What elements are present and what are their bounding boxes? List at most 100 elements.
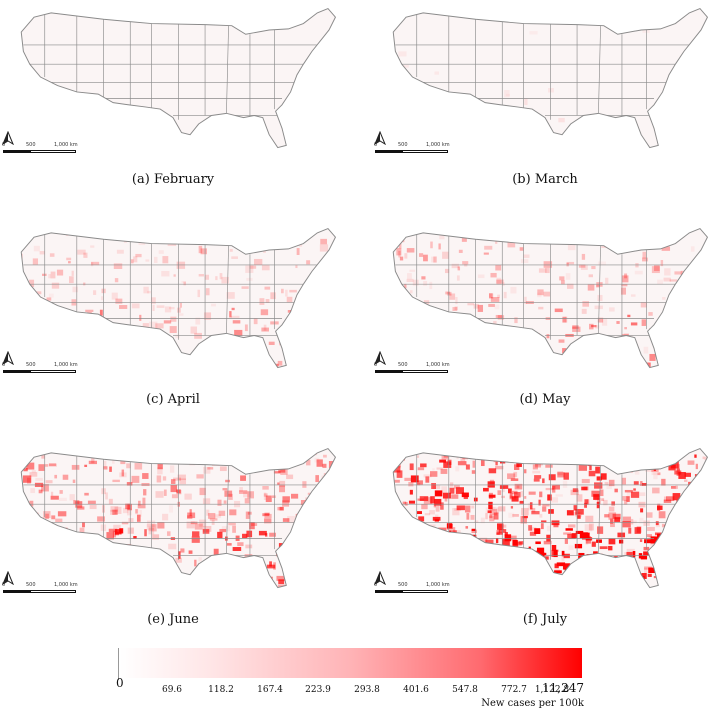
county-cell [687,460,695,465]
county-cell [643,239,649,246]
county-cell [635,263,639,268]
county-cell [415,575,424,579]
county-cell [102,582,107,588]
county-cell [608,538,616,545]
county-cell [608,479,615,487]
county-cell [47,570,55,578]
county-cell [329,314,332,318]
county-cell [167,531,171,536]
county-cell [430,471,438,477]
county-cell [112,509,118,515]
county-cell [295,265,298,269]
county-cell [120,364,124,368]
county-cell [314,517,321,522]
county-cell [603,499,608,506]
county-cell [150,584,154,588]
county-cell [616,321,620,324]
county-cell [108,498,113,505]
county-cell [427,341,433,348]
legend-zero-tick [118,648,119,680]
county-cell [106,532,115,540]
county-cell [35,477,43,481]
county-cell [543,565,549,571]
county-cell [605,576,610,584]
county-cell [296,248,300,255]
county-cell [434,71,439,75]
county-cell [246,277,253,281]
county-cell [550,360,558,365]
county-cell [534,475,542,479]
county-cell [599,581,608,585]
county-cell [265,495,272,503]
county-cell [677,509,681,513]
county-cell [623,566,626,571]
scale-bar: 0 500 1,000 km [374,142,454,160]
county-cell [704,568,708,573]
county-cell [701,499,708,507]
county-cell [425,476,430,483]
county-cell [634,576,642,581]
county-cell [170,316,177,322]
county-cell [103,460,107,468]
county-cell [472,576,481,579]
county-cell [323,554,330,559]
county-cell [163,588,166,592]
county-cell [30,548,39,556]
county-cell [539,336,543,344]
county-cell [93,290,97,295]
map-panel: 0 500 1,000 km (d) May [373,222,716,422]
county-cell [93,455,99,459]
county-cell [407,273,412,280]
county-cell [239,487,243,492]
county-cell [638,553,643,559]
county-cell [102,555,107,562]
county-cell [462,533,472,542]
county-cell [133,561,142,567]
county-cell [406,248,415,253]
county-cell [407,577,415,582]
county-cell [179,302,182,308]
county-cell [505,237,514,241]
county-cell [453,485,460,489]
county-cell [509,492,513,499]
county-cell [119,348,126,352]
county-cell [532,464,538,470]
county-cell [685,544,691,549]
county-cell [433,256,437,263]
county-cell [188,550,193,554]
county-cell [308,587,316,588]
county-cell [471,528,476,532]
county-cell [264,518,272,524]
county-cell [424,565,429,570]
county-cell [468,544,477,551]
county-cell [602,453,605,461]
county-cell [279,480,286,488]
county-cell [614,566,621,574]
county-cell [430,241,433,249]
county-cell [510,369,518,372]
county-cell [591,576,595,582]
county-cell [224,490,233,497]
county-cell [576,515,581,519]
county-cell [651,266,660,274]
county-cell [420,463,427,468]
county-cell [251,457,260,463]
county-cell [677,288,683,295]
county-cell [171,494,179,499]
county-cell [621,275,629,283]
legend-tick-label: 223.9 [305,685,331,695]
county-cell [583,567,590,575]
county-cell [119,472,127,478]
county-cell [445,341,452,349]
county-cell [489,344,496,349]
county-cell [434,490,443,497]
county-cell [677,533,685,539]
county-cell [517,585,522,588]
county-cell [610,573,615,578]
county-cell [624,489,633,493]
county-cell [431,538,439,546]
county-cell [231,307,235,311]
county-cell [588,274,593,278]
county-cell [247,491,255,499]
county-cell [82,349,91,356]
